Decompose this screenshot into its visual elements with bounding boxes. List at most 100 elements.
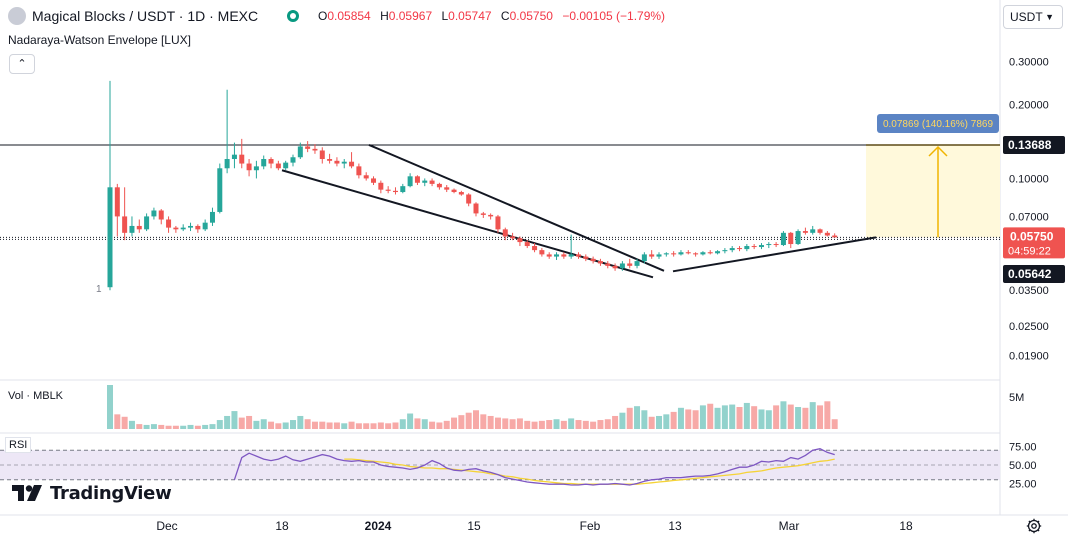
volume-bar (597, 420, 604, 429)
low-key: L (441, 9, 449, 23)
volume-bar (290, 420, 296, 429)
candle-body (619, 263, 625, 269)
volume-bar (831, 419, 838, 429)
volume-bar (180, 425, 187, 429)
candle-body (166, 219, 172, 228)
candle-body (524, 242, 530, 247)
volume-bar (612, 415, 619, 429)
price-tick-label: 0.03500 (1009, 285, 1049, 297)
volume-bar (107, 385, 113, 429)
time-tick-label: 13 (668, 519, 682, 533)
candle-body (554, 254, 560, 257)
candle-body (824, 232, 830, 236)
candle-body (392, 190, 398, 193)
volume-bar (253, 420, 260, 429)
candle-body (729, 248, 735, 251)
volume-bar (172, 425, 179, 429)
candle-body (758, 245, 764, 248)
high-key: H (380, 9, 389, 23)
candle-body (605, 263, 611, 266)
market-status-icon (287, 10, 299, 22)
candle-body (283, 162, 289, 169)
candle-body (334, 160, 340, 164)
candle-body (773, 244, 779, 246)
volume-bar (509, 419, 516, 429)
candle-body (671, 253, 677, 255)
currency-select[interactable]: USDT ▼ (1003, 5, 1063, 29)
candle-body (458, 192, 464, 195)
rsi-tick-label: 50.00 (1009, 460, 1037, 472)
volume-bar (465, 412, 472, 429)
volume-bar (546, 420, 553, 429)
time-tick-label: 2024 (365, 519, 392, 533)
high-value: 0.05967 (388, 9, 433, 23)
open-key: O (318, 9, 328, 23)
candle-body (590, 258, 596, 262)
candle-body (568, 254, 574, 257)
candle-body (780, 232, 786, 246)
volume-bar (436, 422, 443, 429)
volume-bar (590, 421, 597, 429)
candle-body (517, 238, 523, 243)
candle-body (766, 244, 772, 246)
candle-body (597, 261, 603, 264)
candle-body (297, 146, 303, 158)
volume-bar (260, 419, 267, 429)
volume-bar (355, 423, 362, 429)
volume-bar (516, 418, 523, 429)
candle-body (371, 178, 377, 183)
candle-body (400, 186, 406, 193)
volume-bar (729, 404, 736, 429)
projection-label: 0.07869 (140.16%) 7869 (883, 119, 994, 130)
symbol-title[interactable]: Magical Blocks / USDT · 1D · MEXC (32, 8, 259, 24)
candle-body (305, 146, 311, 149)
candle-body (122, 216, 128, 233)
candle-body (480, 213, 486, 215)
candle-body (268, 159, 274, 164)
volume-bar (224, 415, 231, 429)
candle-body (539, 250, 545, 255)
candle-body (473, 203, 479, 214)
marker-price-label-bg (1003, 265, 1065, 283)
candle-body (414, 176, 420, 183)
volume-bar (165, 425, 172, 429)
chart-header: Magical Blocks / USDT · 1D · MEXC O0.058… (0, 0, 1000, 32)
candle-body (246, 163, 252, 171)
candle-body (810, 229, 816, 233)
candle-body (136, 225, 142, 230)
volume-bar (648, 416, 655, 429)
volume-bar (385, 423, 392, 429)
candle-body (195, 225, 201, 230)
volume-bar (699, 405, 706, 429)
volume-bar (531, 421, 538, 429)
volume-pane-label[interactable]: Vol · MBLK (8, 390, 64, 402)
candle-body (378, 182, 384, 190)
volume-bar (670, 411, 677, 429)
volume-bar (268, 421, 275, 429)
candle-body (341, 161, 347, 164)
tradingview-brand[interactable]: TradingView (12, 481, 172, 505)
candle-body (502, 229, 508, 237)
last-price-label-bg (1003, 227, 1065, 259)
volume-bar (150, 424, 157, 429)
volume-bar (202, 424, 209, 429)
candle-body (685, 252, 691, 254)
indicator-legend[interactable]: Nadaraya-Watson Envelope [LUX] (8, 33, 191, 47)
collapse-legend-button[interactable]: ⌃ (9, 54, 35, 74)
settings-gear-icon[interactable] (1026, 518, 1042, 534)
close-value: 0.05750 (509, 9, 553, 23)
candle-body (275, 163, 281, 169)
candle-body (209, 211, 215, 223)
volume-bar (143, 424, 150, 429)
candle-body (546, 254, 552, 257)
candle-body (627, 263, 633, 266)
time-tick-label: Dec (156, 519, 177, 533)
price-tick-label: 0.02500 (1009, 321, 1049, 333)
candle-body (532, 246, 538, 251)
candle-body (495, 216, 501, 230)
volume-bar (311, 421, 318, 429)
time-tick-label: 15 (467, 519, 481, 533)
change-value: −0.00105 (−1.79%) (562, 9, 666, 23)
rsi-pane-label[interactable]: RSI (5, 437, 32, 453)
